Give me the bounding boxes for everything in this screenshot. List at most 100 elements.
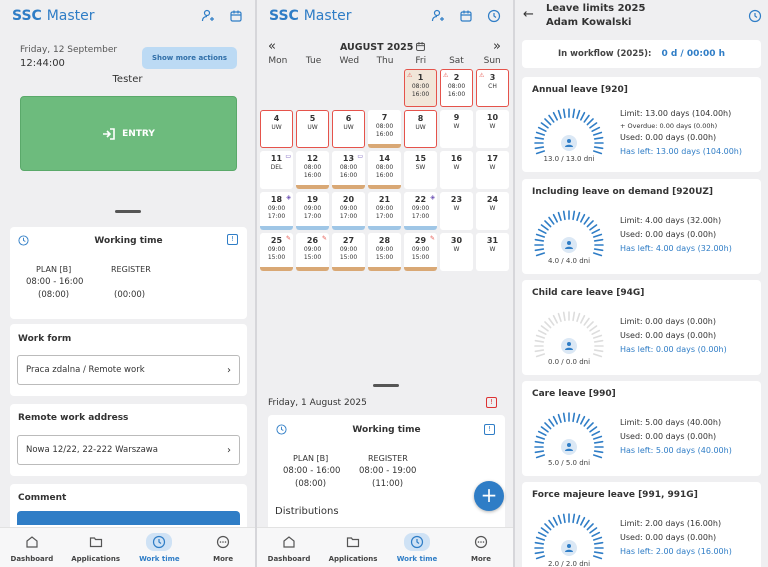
calendar-day[interactable]: 14 08:00 16:00 bbox=[368, 151, 401, 189]
day-line-1: W bbox=[453, 164, 460, 171]
calendar-day[interactable]: 17 W bbox=[476, 151, 509, 189]
calendar-day[interactable]: 5 UW bbox=[296, 110, 329, 148]
calendar-day[interactable]: 26 09:00 15:00 ✎ bbox=[296, 233, 329, 271]
entry-button[interactable]: ENTRY bbox=[20, 96, 237, 171]
weekday-label: Tue bbox=[305, 56, 322, 66]
calendar-day[interactable]: 27 09:00 15:00 bbox=[332, 233, 365, 271]
leave-gauge bbox=[534, 210, 604, 257]
calendar-picker-icon[interactable] bbox=[415, 41, 426, 52]
calendar-day[interactable]: 23 W bbox=[440, 192, 473, 230]
status-icon: ▭ bbox=[357, 153, 363, 160]
back-arrow-icon[interactable]: ← bbox=[523, 7, 534, 22]
calendar-day[interactable]: 12 08:00 16:00 bbox=[296, 151, 329, 189]
calendar-day[interactable]: 24 W bbox=[476, 192, 509, 230]
next-month-button[interactable]: » bbox=[493, 39, 501, 54]
day-line-1: 09:00 bbox=[375, 205, 394, 212]
leave-card[interactable]: Force majeure leave [991, 991G] 2.0 / 2.0… bbox=[522, 482, 761, 567]
plan-hours: 08:00 - 16:00 bbox=[26, 277, 84, 287]
leave-left: Has left: 0.00 days (0.00h) bbox=[620, 345, 727, 354]
leave-card[interactable]: Child care leave [94G] 0.0 / 0.0 dni Limit… bbox=[522, 280, 761, 375]
day-line-1: UW bbox=[415, 124, 426, 131]
calendar-day[interactable]: 10 W bbox=[476, 110, 509, 148]
day-line-1: W bbox=[453, 246, 460, 253]
day-line-1: 09:00 bbox=[267, 246, 286, 253]
clock-icon[interactable] bbox=[487, 9, 501, 23]
calendar-day[interactable]: 28 09:00 15:00 bbox=[368, 233, 401, 271]
calendar-icon[interactable] bbox=[459, 9, 473, 23]
info-icon[interactable]: ! bbox=[227, 234, 238, 245]
calendar-day[interactable]: 18 09:00 17:00 ◈ bbox=[260, 192, 293, 230]
calendar-day[interactable]: 7 08:00 16:00 bbox=[368, 110, 401, 148]
nav-applications[interactable]: Applications bbox=[321, 528, 385, 567]
day-number: 29 bbox=[414, 236, 427, 245]
add-fab-button[interactable]: + bbox=[474, 481, 504, 511]
warning-icon: ⚠ bbox=[479, 72, 485, 79]
gauge-value: 0.0 / 0.0 dni bbox=[547, 358, 591, 366]
calendar-day[interactable]: 11 DEL ▭ bbox=[260, 151, 293, 189]
calendar-day[interactable]: 29 09:00 15:00 ✎ bbox=[404, 233, 437, 271]
nav-work-time[interactable]: Work time bbox=[385, 528, 449, 567]
prev-month-button[interactable]: « bbox=[268, 39, 276, 54]
calendar-day[interactable]: 6 UW bbox=[332, 110, 365, 148]
panel-divider bbox=[255, 0, 257, 567]
drag-handle[interactable] bbox=[115, 210, 141, 213]
leave-gauge bbox=[534, 311, 604, 358]
day-line-2: 15:00 bbox=[375, 254, 394, 261]
show-more-actions-button[interactable]: Show more actions bbox=[142, 47, 237, 69]
leave-card[interactable]: Including leave on demand [920UZ] 4.0 / 4… bbox=[522, 179, 761, 274]
calendar-day[interactable]: 8 UW bbox=[404, 110, 437, 148]
nav-applications[interactable]: Applications bbox=[64, 528, 128, 567]
calendar-day[interactable]: 13 08:00 16:00 ▭ bbox=[332, 151, 365, 189]
user-add-icon[interactable] bbox=[431, 9, 445, 23]
day-line-2: 15:00 bbox=[267, 254, 286, 261]
drag-handle[interactable] bbox=[373, 384, 399, 387]
day-status-bar bbox=[332, 185, 365, 189]
calendar-day[interactable]: 19 09:00 17:00 bbox=[296, 192, 329, 230]
app-header: SSC Master bbox=[0, 0, 255, 32]
day-line-1: W bbox=[453, 205, 460, 212]
weekday-label: Mon bbox=[268, 56, 288, 66]
work-form-select[interactable]: Praca zdalna / Remote work › bbox=[17, 355, 240, 385]
calendar-day[interactable]: 1 08:00 16:00 ⚠ bbox=[404, 69, 437, 107]
status-icon: ▭ bbox=[285, 153, 291, 160]
calendar-day[interactable]: 4 UW bbox=[260, 110, 293, 148]
nav-more[interactable]: More bbox=[191, 528, 255, 567]
plan-hours: 08:00 - 16:00 bbox=[283, 466, 341, 476]
remote-address-select[interactable]: Nowa 12/22, 22-222 Warszawa › bbox=[17, 435, 240, 465]
clock-icon[interactable] bbox=[748, 9, 762, 23]
nav-dashboard[interactable]: Dashboard bbox=[0, 528, 64, 567]
day-number: 8 bbox=[417, 114, 424, 123]
calendar-day[interactable]: 16 W bbox=[440, 151, 473, 189]
info-icon[interactable]: ! bbox=[484, 424, 495, 435]
user-add-icon[interactable] bbox=[201, 9, 215, 23]
calendar-icon[interactable] bbox=[229, 9, 243, 23]
day-line-1: 08:00 bbox=[411, 83, 430, 90]
comment-button[interactable] bbox=[17, 511, 240, 525]
nav-dashboard[interactable]: Dashboard bbox=[257, 528, 321, 567]
calendar-day[interactable]: 21 09:00 17:00 bbox=[368, 192, 401, 230]
calendar-day[interactable]: 3 CH ⚠ bbox=[476, 69, 509, 107]
weekday-label: Fri bbox=[415, 56, 427, 66]
leave-card[interactable]: Annual leave [920] 13.0 / 13.0 dni Limit: … bbox=[522, 77, 761, 172]
weekday-label: Wed bbox=[339, 56, 360, 66]
calendar-day[interactable]: 31 W bbox=[476, 233, 509, 271]
calendar-day[interactable]: 25 09:00 15:00 ✎ bbox=[260, 233, 293, 271]
current-date: Friday, 12 September bbox=[20, 45, 118, 55]
day-number: 24 bbox=[486, 195, 499, 204]
nav-work-time[interactable]: Work time bbox=[128, 528, 192, 567]
nav-more[interactable]: More bbox=[449, 528, 513, 567]
calendar-day[interactable]: 2 08:00 16:00 ⚠ bbox=[440, 69, 473, 107]
day-warning-icon[interactable]: ! bbox=[486, 397, 497, 408]
day-number: 26 bbox=[306, 236, 319, 245]
calendar-day[interactable]: 30 W bbox=[440, 233, 473, 271]
day-number: 25 bbox=[270, 236, 283, 245]
calendar-day[interactable]: 15 SW bbox=[404, 151, 437, 189]
leave-overdue: + Overdue: 0.00 days (0.00h) bbox=[620, 122, 718, 130]
leave-left: Has left: 4.00 days (32.00h) bbox=[620, 244, 732, 253]
calendar-day[interactable]: 20 09:00 17:00 bbox=[332, 192, 365, 230]
leave-card[interactable]: Care leave [990] 5.0 / 5.0 dni Limit: 5.00… bbox=[522, 381, 761, 476]
panel-divider bbox=[513, 0, 515, 567]
calendar-day[interactable]: 22 09:00 17:00 ◈ bbox=[404, 192, 437, 230]
day-number: 23 bbox=[450, 195, 463, 204]
